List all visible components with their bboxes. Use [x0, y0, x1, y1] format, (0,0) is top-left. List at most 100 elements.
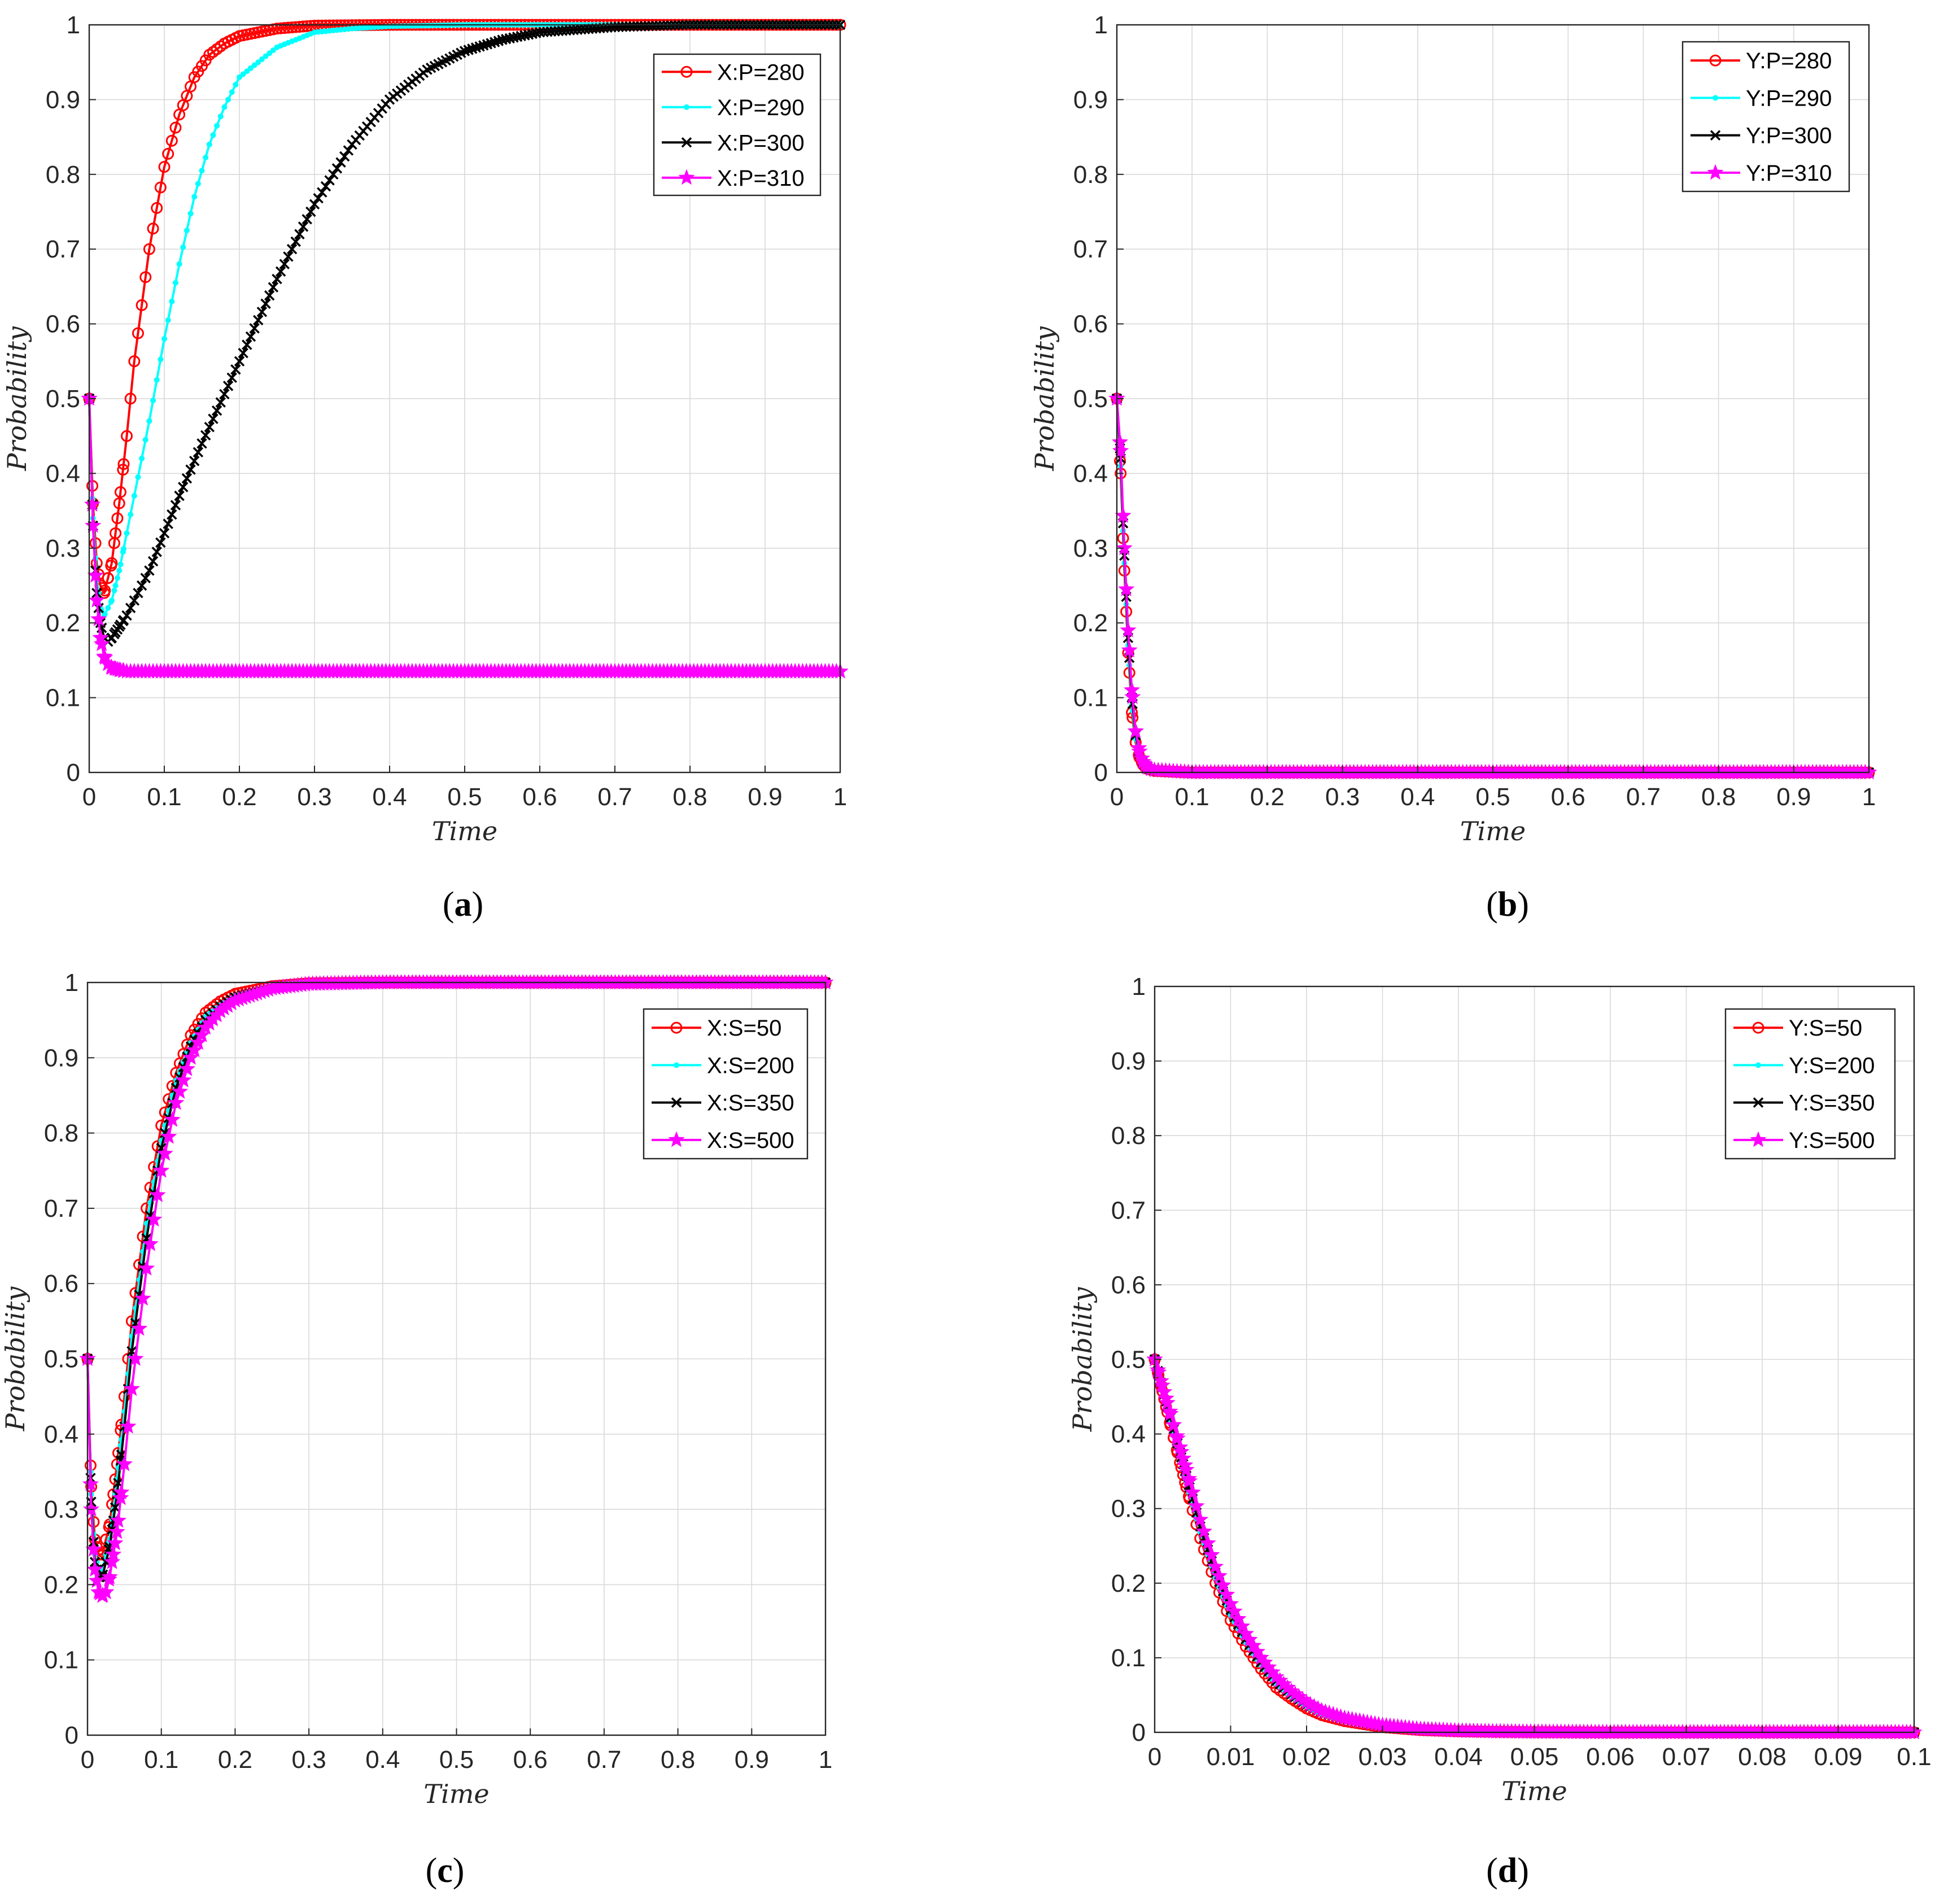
data-point — [278, 22, 291, 34]
x-tick-label: 0.5 — [447, 783, 482, 811]
data-point — [147, 222, 159, 235]
data-point — [1116, 539, 1133, 556]
data-point — [271, 23, 283, 35]
y-tick-label: 0.9 — [1073, 86, 1108, 113]
x-tick-label: 0.1 — [1175, 783, 1209, 811]
data-point — [215, 397, 226, 408]
legend-label: Y:P=280 — [1746, 49, 1832, 73]
data-point — [136, 299, 148, 311]
data-point — [274, 22, 287, 34]
x-tick-label: 0.08 — [1738, 1743, 1787, 1771]
data-point — [111, 512, 124, 525]
ticks: 0 0.1 0.2 0.3 0.4 0.5 0.6 0.7 0.8 0.9 1 0 0.1 0.2 0.3 0… — [46, 11, 847, 811]
legend-marker — [668, 1131, 685, 1147]
x-tick-label: 0.1 — [144, 1746, 178, 1774]
y-tick-label: 0.4 — [1073, 460, 1108, 487]
data-point — [158, 161, 171, 173]
data-point — [90, 610, 107, 627]
data-point — [1156, 1383, 1173, 1399]
data-point — [1218, 1586, 1235, 1602]
legend-marker — [671, 1097, 682, 1108]
data-point — [249, 323, 260, 334]
y-tick-label: 0.6 — [46, 311, 80, 338]
data-point — [1230, 1610, 1247, 1626]
y-tick-label: 0.5 — [46, 385, 80, 413]
y-tick-label: 0.2 — [1073, 609, 1108, 637]
y-tick-label: 0.4 — [1111, 1421, 1146, 1448]
series-X:S=500 — [80, 975, 833, 1603]
y-tick-label: 0.4 — [44, 1421, 78, 1448]
data-point — [153, 1161, 170, 1178]
y-tick-label: 0.6 — [1073, 311, 1108, 338]
y-tick-label: 0.3 — [1111, 1495, 1146, 1523]
data-point — [169, 121, 182, 134]
x-tick-label: 0.6 — [1551, 783, 1585, 811]
data-point — [127, 1350, 144, 1366]
data-point — [109, 1473, 121, 1486]
legend-label: Y:S=200 — [1789, 1053, 1875, 1078]
data-point — [1117, 580, 1135, 597]
data-point — [1165, 1416, 1182, 1433]
y-axis-label: Probability — [0, 1286, 30, 1432]
y-tick-label: 0.4 — [46, 460, 80, 487]
ticks: 0 0.1 0.2 0.3 0.4 0.5 0.6 0.7 0.8 0.9 1 0 0.1 0.2 0.3 0… — [1073, 11, 1876, 811]
data-point — [82, 1500, 100, 1517]
legend-item: Y:P=310 — [1691, 161, 1832, 186]
data-point — [1121, 641, 1138, 658]
data-point — [168, 1094, 185, 1110]
data-point — [142, 436, 148, 443]
data-point — [112, 1489, 129, 1505]
data-point — [317, 187, 327, 198]
data-point — [272, 273, 282, 285]
data-point — [155, 537, 166, 548]
data-point — [304, 20, 317, 32]
grid — [89, 25, 840, 772]
y-axis-label: Probability — [1029, 326, 1060, 471]
y-tick-label: 1 — [1132, 973, 1146, 1001]
legend-item: X:P=280 — [662, 60, 805, 85]
y-tick-label: 0.8 — [1073, 161, 1108, 189]
legend-label: Y:S=500 — [1789, 1128, 1875, 1153]
data-point — [98, 1583, 115, 1600]
x-tick-label: 0 — [1110, 783, 1124, 811]
data-point — [1195, 1522, 1213, 1539]
data-point — [82, 1475, 99, 1492]
legend-marker — [678, 169, 695, 185]
legend-item: Y:S=350 — [1733, 1091, 1875, 1116]
data-point — [149, 1186, 166, 1203]
data-point — [136, 580, 147, 591]
data-point — [162, 147, 174, 160]
data-point — [1178, 1461, 1195, 1477]
x-axis-label: Time — [423, 1779, 489, 1809]
data-point — [120, 545, 126, 552]
data-point — [172, 280, 178, 286]
legend-item: Y:P=280 — [1691, 49, 1832, 73]
y-tick-label: 0.2 — [44, 1571, 78, 1599]
data-point — [237, 74, 242, 80]
data-point — [297, 20, 309, 33]
x-tick-label: 1 — [1862, 783, 1876, 811]
data-point — [144, 565, 155, 576]
data-point — [120, 1418, 137, 1434]
data-point — [263, 53, 269, 59]
data-point — [1188, 1497, 1205, 1513]
x-tick-label: 0.6 — [513, 1746, 548, 1774]
data-point — [142, 1235, 159, 1251]
data-point — [138, 1260, 155, 1276]
legend-marker — [1710, 130, 1721, 141]
y-tick-label: 0.9 — [44, 1044, 78, 1072]
legend-item: X:P=300 — [662, 130, 805, 155]
data-point — [1226, 1602, 1243, 1619]
data-point — [206, 141, 212, 147]
data-point — [290, 21, 302, 33]
x-tick-label: 0.04 — [1434, 1743, 1483, 1771]
data-point — [238, 347, 248, 359]
panel-d: 0 0.01 0.02 0.03 0.04 0.05 0.06 0.07 0.08 0.09 0.1… — [1067, 973, 1932, 1890]
data-point — [108, 599, 114, 605]
y-tick-label: 0.1 — [1073, 684, 1108, 712]
data-point — [298, 221, 309, 232]
data-point — [294, 229, 305, 239]
legend-item: Y:P=300 — [1691, 124, 1832, 149]
data-point — [171, 1082, 189, 1099]
data-point — [226, 372, 237, 383]
